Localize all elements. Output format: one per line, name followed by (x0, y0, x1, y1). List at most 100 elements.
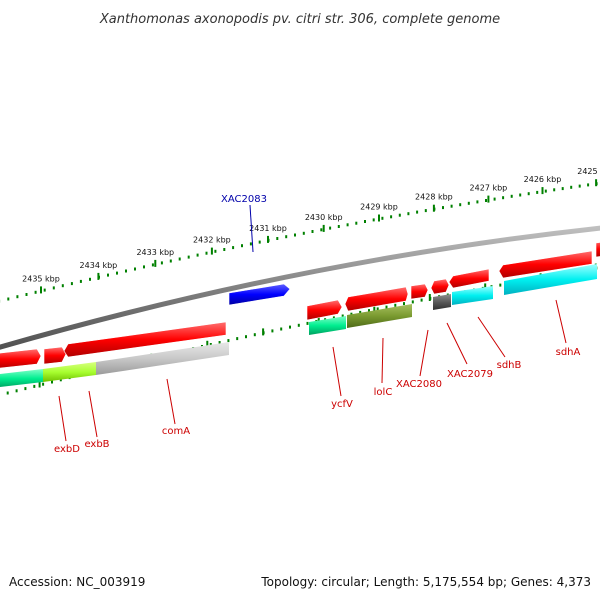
genome-backbone (0, 225, 600, 350)
gene-arrow-xac2083[interactable] (228, 283, 291, 306)
feature-ycfv[interactable] (309, 316, 346, 335)
gene-arrow-exbd[interactable] (0, 348, 42, 369)
ruler-dot (218, 341, 221, 344)
ruler-dot (536, 190, 539, 194)
ruler-major-tick (40, 286, 42, 294)
ruler-dot (544, 189, 547, 193)
accession-text: Accession: NC_003919 (9, 575, 145, 589)
ruler-dot (160, 261, 163, 265)
leader-coma (166, 378, 176, 425)
ruler-dot (372, 218, 375, 222)
feature-lolc[interactable] (347, 304, 412, 328)
gene-arrow-next[interactable] (595, 241, 600, 258)
ruler-dot (7, 297, 10, 301)
ruler-dot (337, 225, 340, 228)
ruler-major-tick (38, 380, 41, 388)
ruler-tick-label: 2429 kbp (360, 203, 398, 212)
ruler-dot (499, 283, 502, 287)
ruler-dot (320, 228, 323, 232)
feature-exbd[interactable] (0, 369, 43, 388)
ruler-dot (519, 193, 522, 197)
feature-xac2080[interactable] (433, 294, 451, 310)
ruler-tick-label: 2426 kbp (524, 175, 562, 184)
ruler-dot (143, 265, 145, 269)
ruler-dot (570, 185, 573, 189)
ruler-dot (116, 271, 118, 275)
feature-sdha[interactable] (504, 264, 597, 295)
ruler-dot (302, 231, 305, 235)
gene-label-sdha[interactable]: sdhA (556, 347, 581, 358)
ruler-tick-label: 2431 kbp (249, 224, 287, 233)
leader-xac2083 (249, 204, 254, 253)
ruler-tick-label: 2433 kbp (136, 248, 174, 257)
leader-exbd (58, 395, 67, 442)
leader-ycfv (332, 346, 342, 397)
ruler-major-tick (487, 195, 490, 203)
ruler-tick-label: 2434 kbp (80, 261, 118, 270)
ruler-dot (241, 244, 243, 248)
ruler-major-tick (373, 305, 376, 312)
ruler-dot (245, 335, 247, 339)
gene-label-coma[interactable]: comA (162, 426, 190, 437)
ruler-dot (297, 323, 300, 327)
feature-sdhb[interactable] (452, 286, 493, 305)
ruler-dot (280, 327, 283, 331)
ruler-dot (214, 249, 217, 253)
ruler-dot (34, 290, 37, 294)
ruler-dot (442, 206, 444, 210)
ruler-major-tick (154, 259, 157, 267)
ruler-major-tick (206, 340, 209, 348)
gene-label-exbd[interactable]: exbD (54, 444, 80, 455)
gene-arrow-lolc[interactable] (344, 286, 409, 312)
feature-exbb[interactable] (43, 362, 96, 382)
gene-label-exbb[interactable]: exbB (84, 439, 109, 450)
ruler-dot (350, 312, 353, 316)
gene-arrow-exbb[interactable] (43, 346, 67, 365)
ruler-dot (510, 194, 513, 198)
ruler-dot (59, 378, 62, 382)
ruler-major-tick (484, 283, 487, 291)
ruler-dot (355, 221, 358, 225)
ruler-dot (561, 187, 564, 191)
ruler-dot (467, 201, 470, 205)
ruler-dot (196, 253, 199, 257)
ruler-dot (125, 269, 127, 273)
ruler-dot (364, 220, 366, 223)
ruler-dot (61, 284, 64, 288)
ruler-dot (258, 240, 261, 244)
ruler-dot (151, 263, 154, 267)
gene-label-ycfv[interactable]: ycfV (331, 399, 353, 410)
gene-arrow-xac2079[interactable] (430, 278, 450, 295)
ruler-dot (403, 302, 405, 306)
gene-arrow-ycfv[interactable] (306, 299, 343, 321)
gene-arrow-coma[interactable] (63, 321, 227, 358)
leader-sdhb (477, 316, 506, 358)
gene-label-sdhb[interactable]: sdhB (497, 360, 522, 371)
ruler-dot (232, 246, 235, 250)
gene-label-xac2080[interactable]: XAC2080 (396, 379, 442, 390)
feature-coma[interactable] (96, 342, 229, 375)
gene-arrow-sdha[interactable] (498, 250, 593, 279)
ruler-tick-label: 2430 kbp (305, 213, 343, 222)
ruler-dot (329, 226, 332, 230)
gene-arrow-sdhb[interactable] (448, 268, 490, 289)
ruler-dot (169, 259, 172, 263)
ruler-dot (42, 382, 45, 386)
ruler-dot (70, 282, 73, 286)
ruler-tick-label: 2427 kbp (470, 184, 508, 193)
gene-label-xac2083[interactable]: XAC2083 (221, 194, 267, 205)
ruler-dot (411, 300, 414, 304)
gene-arrow-xac2080[interactable] (410, 283, 429, 300)
ruler-dot (51, 380, 53, 384)
genome-summary-text: Topology: circular; Length: 5,175,554 bp… (260, 575, 591, 589)
ruler-dot (368, 309, 370, 313)
ruler-major-tick (428, 294, 431, 301)
ruler-dot (289, 325, 291, 329)
gene-label-xac2079[interactable]: XAC2079 (447, 369, 493, 380)
ruler-dot (52, 286, 55, 290)
ruler-dot (407, 212, 410, 216)
ruler-dot (134, 267, 136, 271)
ruler-major-tick (322, 224, 325, 232)
gene-label-lolc[interactable]: lolC (374, 387, 393, 398)
